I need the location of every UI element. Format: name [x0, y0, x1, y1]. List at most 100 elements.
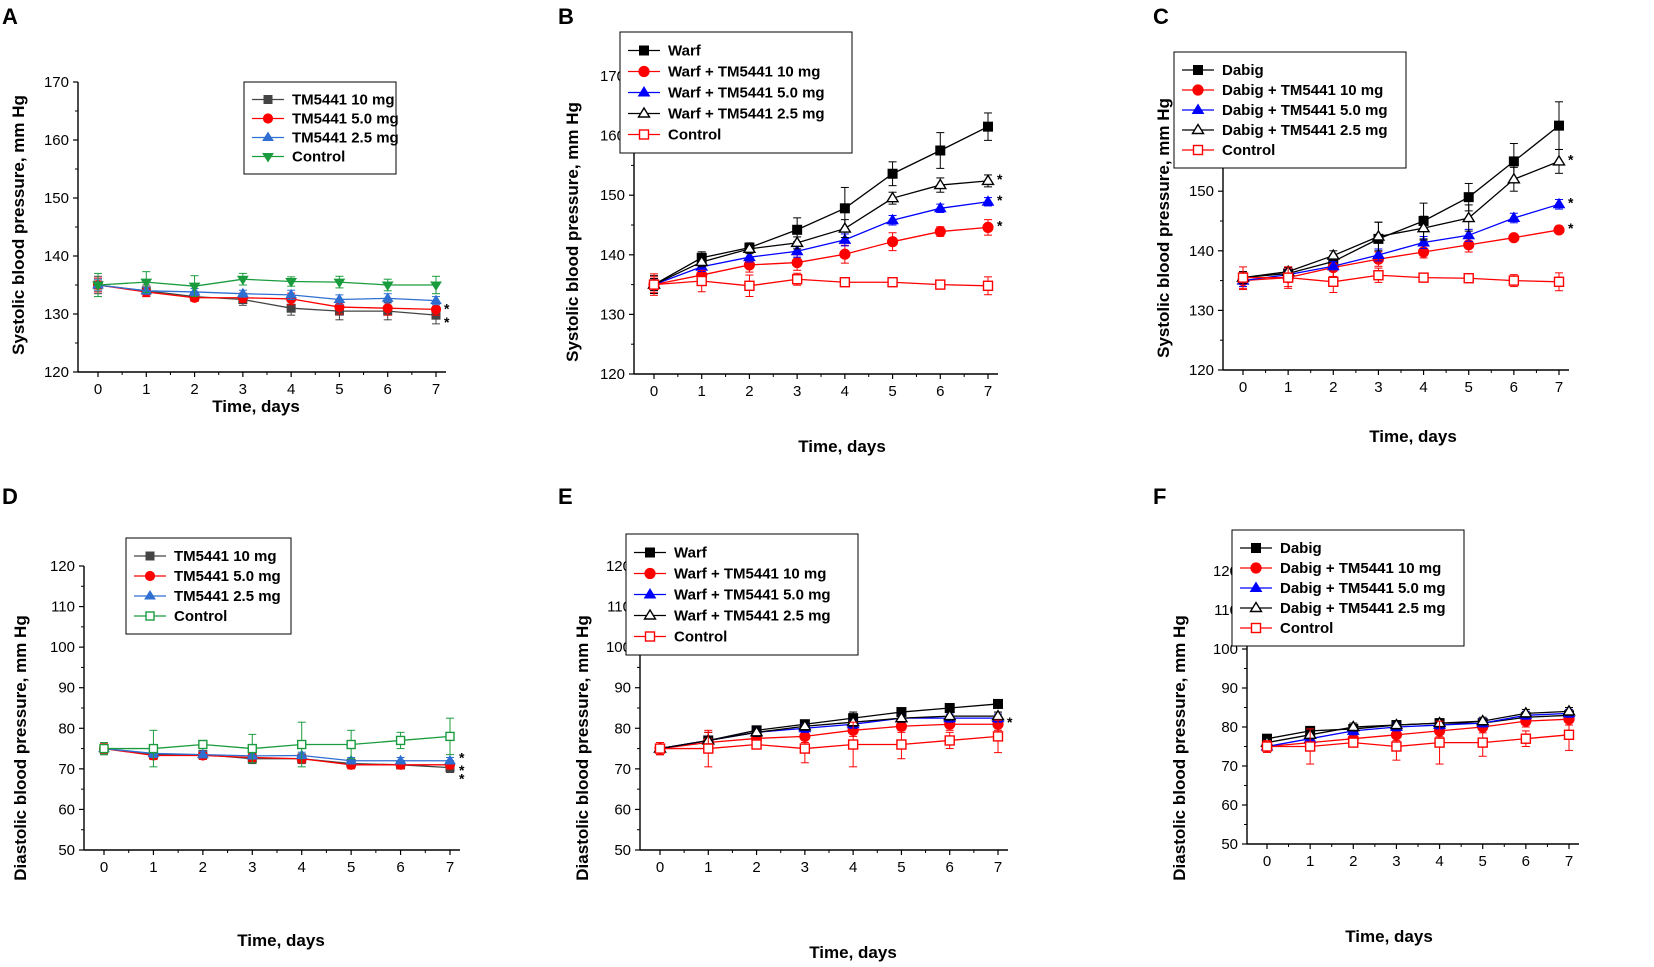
series-line [653, 180, 989, 286]
data-point [1328, 276, 1339, 287]
x-tick-label: 4 [1435, 853, 1443, 870]
y-axis-title: Systolic blood pressure, mm Hg [563, 102, 582, 362]
series-line [97, 284, 437, 316]
y-axis-title: Diastolic blood pressure, mm Hg [11, 615, 30, 880]
data-point [1326, 259, 1340, 271]
data-point [1304, 741, 1316, 752]
series-line [97, 284, 437, 302]
data-point [703, 743, 714, 754]
data-point [430, 294, 442, 305]
legend-label: Dabig + TM5441 2.5 mg [1280, 600, 1445, 617]
data-point [751, 739, 762, 750]
plot-area: 50 60 70 80 90 100 110 120 0 1 2 3 4 5 6 7 * Warf Warf + T… [606, 533, 1013, 876]
data-point [394, 754, 407, 765]
data-point [236, 287, 249, 298]
data-point [1463, 273, 1474, 284]
y-tick-label: 80 [58, 720, 75, 737]
series-line [103, 747, 450, 766]
x-tick-label: 1 [704, 859, 712, 876]
legend-swatch-marker [638, 65, 650, 78]
series-line [1242, 229, 1560, 282]
data-point [99, 743, 109, 754]
significance-marker: * [444, 314, 450, 330]
x-tick-label: 3 [248, 859, 256, 876]
data-point [981, 174, 995, 186]
y-tick-label: 110 [607, 599, 631, 616]
data-point [839, 248, 851, 260]
legend-swatch-marker [643, 608, 657, 620]
data-point [148, 743, 159, 754]
legend-label: Warf [668, 43, 702, 60]
x-tick-label: 1 [142, 381, 150, 398]
data-point [749, 725, 764, 737]
data-point [1417, 235, 1430, 247]
series-line [659, 715, 998, 750]
legend-label: Dabig [1222, 62, 1264, 79]
x-tick-label: 0 [1239, 379, 1247, 396]
series-line [104, 735, 451, 750]
data-point [896, 739, 907, 750]
x-tick-label: 5 [897, 859, 905, 876]
significance-marker: * [459, 750, 465, 766]
data-point [791, 256, 803, 269]
legend-label: Dabig + TM5441 10 mg [1280, 560, 1441, 577]
legend-swatch-marker [144, 570, 156, 582]
y-tick-label: 170 [44, 74, 69, 91]
data-point [744, 280, 755, 291]
x-tick-label: 6 [946, 859, 954, 876]
data-point [743, 250, 756, 262]
legend-label: Dabig + TM5441 5.0 mg [1222, 102, 1387, 119]
panel-letter: B [558, 4, 574, 29]
x-tick-label: 0 [1263, 853, 1271, 870]
x-tick-label: 7 [1565, 853, 1573, 870]
series-line [653, 278, 989, 287]
x-tick-label: 1 [1284, 379, 1292, 396]
data-point [395, 735, 406, 746]
y-tick-label: 120 [44, 364, 69, 381]
series-3 [99, 717, 455, 768]
legend: Warf Warf + TM5441 10 mg Warf + TM5441 5.0… [625, 533, 859, 656]
legend-swatch-marker [144, 590, 156, 600]
legend: TM5441 10 mg TM5441 5.0 mg TM5441 2.5 mg Co… [125, 537, 292, 635]
x-axis-title: Time, days [1345, 927, 1433, 946]
data-point [198, 739, 208, 750]
y-tick-label: 120 [50, 558, 75, 575]
series-4 [648, 269, 994, 298]
y-axis-title: Systolic blood pressure, mm Hg [9, 95, 28, 355]
series-line [660, 735, 999, 750]
data-point [981, 195, 995, 206]
x-tick-label: 6 [396, 859, 404, 876]
data-point [1261, 741, 1273, 752]
data-point [297, 739, 307, 750]
data-point [790, 244, 804, 256]
data-point [935, 279, 946, 290]
data-point [1553, 224, 1565, 236]
legend-swatch-marker [1192, 144, 1204, 156]
x-tick-label: 6 [1522, 853, 1530, 870]
x-tick-label: 0 [94, 381, 102, 398]
y-tick-label: 130 [44, 306, 69, 323]
series-line [103, 747, 450, 762]
series-4 [1261, 718, 1575, 765]
data-point [236, 275, 249, 286]
legend-swatch-marker [262, 131, 274, 141]
legend-swatch-marker [1192, 84, 1204, 96]
series-line [653, 126, 989, 286]
x-tick-label: 2 [745, 383, 753, 400]
legend-label: Dabig + TM5441 2.5 mg [1222, 122, 1387, 139]
data-point [838, 233, 852, 244]
data-point [993, 698, 1003, 709]
x-tick-label: 6 [936, 383, 944, 400]
series-line [653, 226, 989, 286]
series-line [1266, 712, 1570, 748]
legend-swatch-marker [1251, 543, 1261, 553]
significance-marker: * [997, 217, 1003, 233]
panel-a: A 120 130 140 150 160 170 0 1 2 3 4 5 6 7 ** TM5441 10 … [2, 4, 450, 416]
x-tick-label: 6 [384, 381, 392, 398]
y-tick-label: 60 [1221, 797, 1238, 814]
data-point [1552, 197, 1566, 209]
x-tick-label: 2 [199, 859, 207, 876]
legend-swatch-marker [145, 551, 155, 561]
legend-swatch-marker [643, 588, 657, 599]
